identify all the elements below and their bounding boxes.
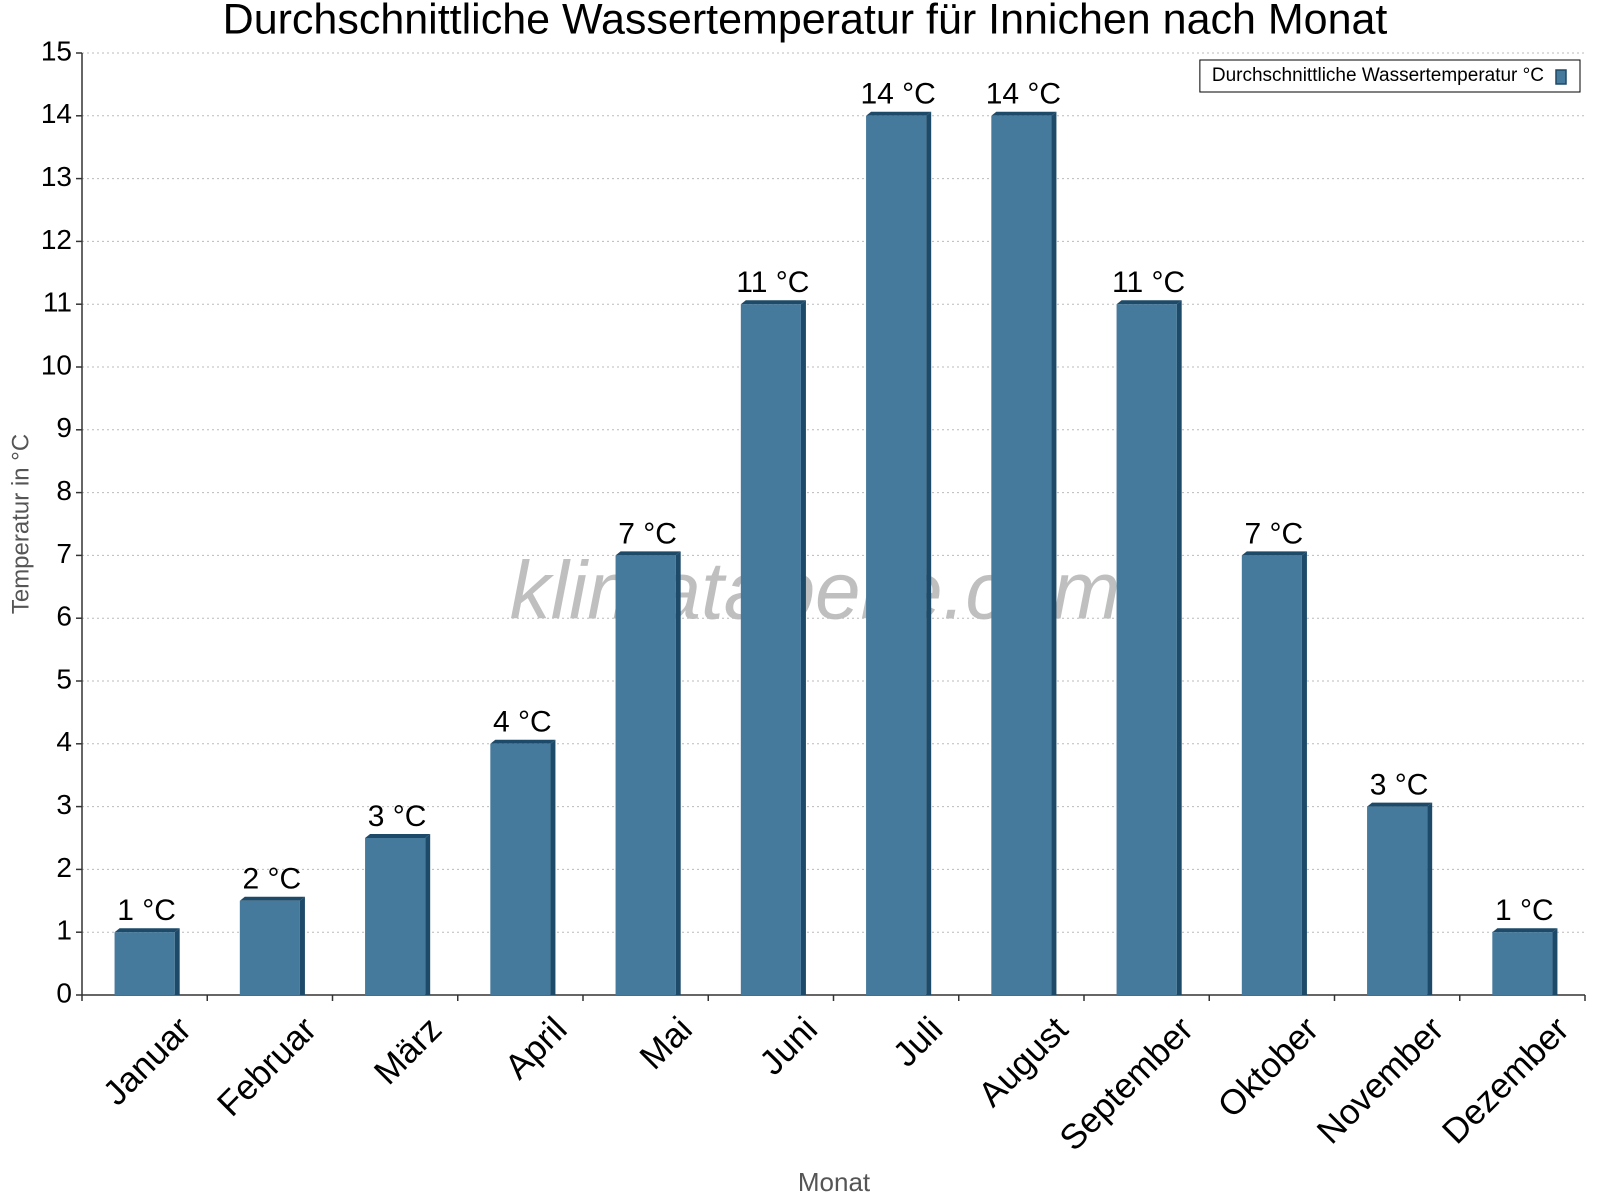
bar-face — [114, 932, 175, 995]
bar-top — [1492, 928, 1558, 933]
bar — [114, 928, 180, 995]
bar-side — [1552, 928, 1558, 995]
bar-top — [365, 834, 431, 838]
data-label: 2 °C — [243, 863, 302, 896]
bar-face — [615, 555, 676, 995]
bar-top — [1241, 551, 1307, 556]
y-tick-label: 5 — [56, 663, 72, 694]
x-tick-label: März — [367, 1010, 450, 1093]
y-tick-label: 1 — [56, 915, 72, 946]
x-tick-label: April — [497, 1010, 574, 1087]
bar-face — [1492, 932, 1553, 995]
bar — [1367, 802, 1433, 995]
data-label: 7 °C — [618, 517, 677, 550]
bar-side — [1427, 802, 1433, 995]
y-tick-label: 0 — [56, 977, 72, 1008]
bar-side — [675, 551, 681, 995]
data-label: 7 °C — [1245, 517, 1304, 550]
x-tick-label: November — [1310, 1009, 1452, 1151]
y-tick-label: 6 — [56, 601, 72, 632]
bar-side — [1051, 111, 1057, 996]
bar-face — [740, 304, 801, 995]
bar-top — [1367, 802, 1433, 807]
data-label: 11 °C — [1112, 266, 1185, 299]
y-tick-label: 2 — [56, 852, 72, 883]
data-label: 4 °C — [493, 706, 552, 739]
bar — [1116, 300, 1182, 995]
x-tick-label: Juli — [886, 1010, 951, 1075]
data-label: 1 °C — [117, 894, 176, 927]
bar-top — [991, 111, 1057, 116]
bar — [365, 834, 431, 995]
data-label: 3 °C — [1370, 769, 1429, 802]
y-tick-label: 13 — [41, 161, 72, 192]
bar-face — [866, 115, 927, 996]
y-tick-label: 8 — [56, 475, 72, 506]
y-tick-label: 10 — [41, 349, 72, 380]
bar-face — [490, 743, 551, 995]
bar-top — [866, 111, 932, 116]
x-tick-label: Januar — [96, 1009, 199, 1112]
bar — [615, 551, 681, 995]
bar-side — [299, 896, 305, 995]
bar — [991, 111, 1057, 996]
chart-title: Durchschnittliche Wassertemperatur für I… — [223, 0, 1388, 43]
bar-top — [239, 896, 305, 901]
bar-side — [425, 834, 431, 995]
bar — [490, 739, 556, 995]
data-label: 11 °C — [736, 266, 809, 299]
bar — [866, 111, 932, 996]
bar-top — [490, 739, 556, 744]
x-tick-label: Mai — [632, 1010, 699, 1077]
y-tick-label: 14 — [41, 98, 72, 129]
y-tick-label: 15 — [41, 35, 72, 66]
bar-top — [740, 300, 806, 305]
legend-label: Durchschnittliche Wassertemperatur °C — [1212, 65, 1544, 86]
bar — [1492, 928, 1558, 995]
bar-face — [239, 900, 300, 995]
bar-top — [114, 928, 180, 933]
legend-swatch — [1555, 69, 1567, 85]
bar-top — [615, 551, 681, 556]
y-axis-title: Temperatur in °C — [7, 434, 34, 614]
y-tick-label: 11 — [43, 287, 72, 318]
legend: Durchschnittliche Wassertemperatur °C — [1199, 59, 1581, 93]
x-tick-label: Dezember — [1435, 1009, 1577, 1151]
data-label: 14 °C — [860, 78, 935, 111]
bar — [740, 300, 806, 995]
y-tick-label: 7 — [56, 538, 72, 569]
bar-side — [800, 300, 806, 995]
bar — [1241, 551, 1307, 995]
bar-top — [1116, 300, 1182, 305]
bar-face — [365, 838, 426, 995]
bar-face — [1241, 555, 1302, 995]
x-tick-label: Februar — [210, 1009, 324, 1123]
bar-side — [1176, 300, 1182, 995]
bar-side — [926, 111, 932, 996]
y-tick-label: 12 — [41, 224, 72, 255]
bar-side — [174, 928, 180, 995]
bar-face — [1367, 806, 1428, 995]
legend-box — [1199, 59, 1581, 93]
bar-side — [550, 739, 556, 995]
y-tick-label: 9 — [56, 412, 72, 443]
x-tick-label: Oktober — [1210, 1009, 1326, 1125]
bar-face — [991, 115, 1052, 996]
x-tick-label: Juni — [752, 1010, 825, 1083]
y-tick-label: 3 — [56, 789, 72, 820]
data-label: 14 °C — [986, 78, 1061, 111]
x-tick-label: August — [971, 1009, 1076, 1114]
x-axis-title: Monat — [798, 1167, 871, 1197]
x-tick-label: September — [1052, 1009, 1201, 1158]
data-label: 3 °C — [368, 800, 427, 833]
bar-side — [1301, 551, 1307, 995]
bar-face — [1116, 304, 1177, 995]
bar — [239, 896, 305, 995]
data-label: 1 °C — [1495, 894, 1554, 927]
y-tick-label: 4 — [56, 726, 72, 757]
